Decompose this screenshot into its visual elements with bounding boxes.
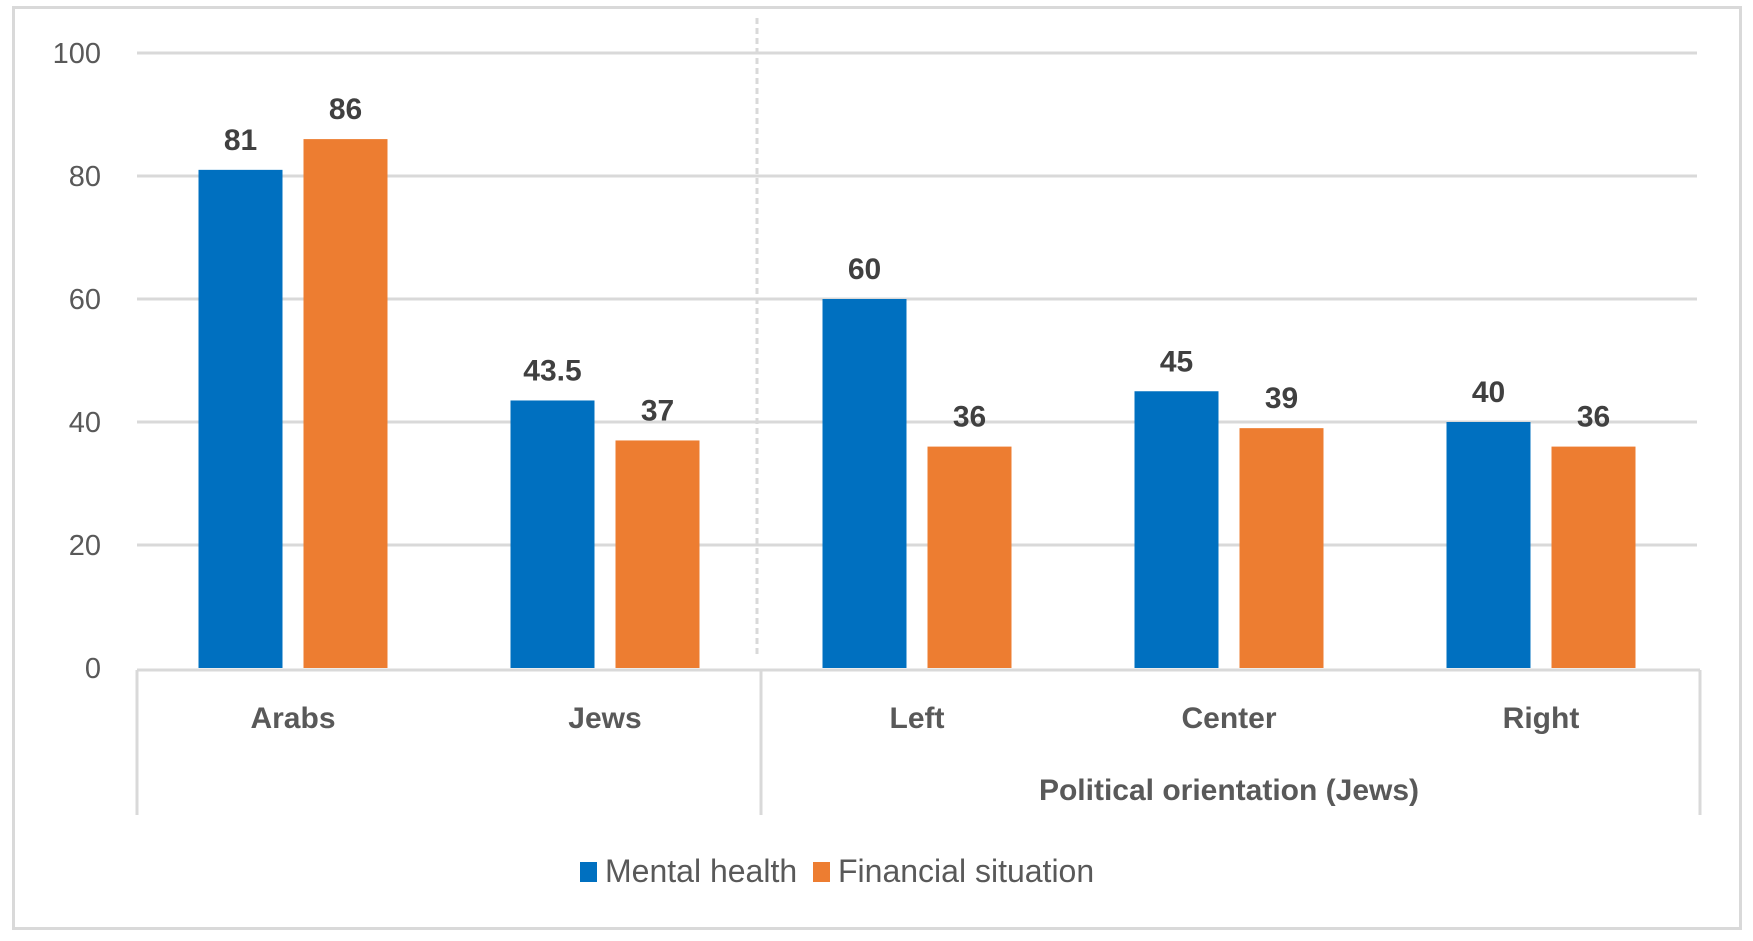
legend-swatch [580, 862, 597, 882]
category-label-left: Left [890, 702, 945, 735]
y-tick-label: 100 [53, 38, 101, 70]
y-tick-label: 0 [85, 653, 101, 685]
data-label: 36 [953, 401, 986, 434]
bars [198, 139, 1636, 669]
y-axis-tick-labels: 0 20 40 60 80 100 [53, 38, 101, 685]
y-tick-label: 40 [69, 407, 101, 439]
bar-jews-financial-situation [615, 440, 700, 668]
data-label: 86 [329, 93, 362, 126]
data-label: 60 [848, 253, 881, 286]
bar-left-mental-health [822, 299, 907, 668]
category-label-center: Center [1181, 702, 1276, 735]
category-label-right: Right [1503, 702, 1580, 735]
group-label: Political orientation (Jews) [1039, 774, 1419, 807]
legend-label: Mental health [605, 853, 797, 889]
data-label: 40 [1472, 376, 1505, 409]
bar-jews-mental-health [510, 400, 595, 668]
y-tick-label: 60 [69, 284, 101, 316]
data-label: 36 [1577, 401, 1610, 434]
bar-left-financial-situation [927, 446, 1012, 668]
bar-right-financial-situation [1551, 446, 1636, 668]
x-axis [135, 668, 1702, 815]
data-label: 45 [1160, 345, 1193, 378]
data-labels: 81 86 43.5 37 60 36 45 39 40 36 [224, 93, 1610, 434]
gridlines [137, 51, 1697, 547]
data-label: 81 [224, 124, 257, 157]
data-label: 37 [641, 394, 674, 427]
y-tick-label: 20 [69, 530, 101, 562]
y-tick-label: 80 [69, 161, 101, 193]
bar-arabs-mental-health [198, 169, 283, 668]
legend: Mental health Financial situation [580, 853, 1094, 889]
bar-right-mental-health [1446, 422, 1531, 668]
bar-center-mental-health [1134, 391, 1219, 668]
data-label: 43.5 [523, 354, 581, 387]
bar-center-financial-situation [1239, 428, 1324, 668]
legend-label: Financial situation [838, 853, 1094, 889]
legend-item: Financial situation [813, 853, 1094, 889]
category-label-arabs: Arabs [250, 702, 335, 735]
legend-swatch [813, 862, 830, 882]
category-label-jews: Jews [568, 702, 641, 735]
bar-arabs-financial-situation [303, 139, 388, 669]
group-labels: Political orientation (Jews) [1039, 774, 1419, 807]
data-label: 39 [1265, 382, 1298, 415]
category-labels: Arabs Jews Left Center Right [250, 702, 1579, 735]
legend-item: Mental health [580, 853, 797, 889]
